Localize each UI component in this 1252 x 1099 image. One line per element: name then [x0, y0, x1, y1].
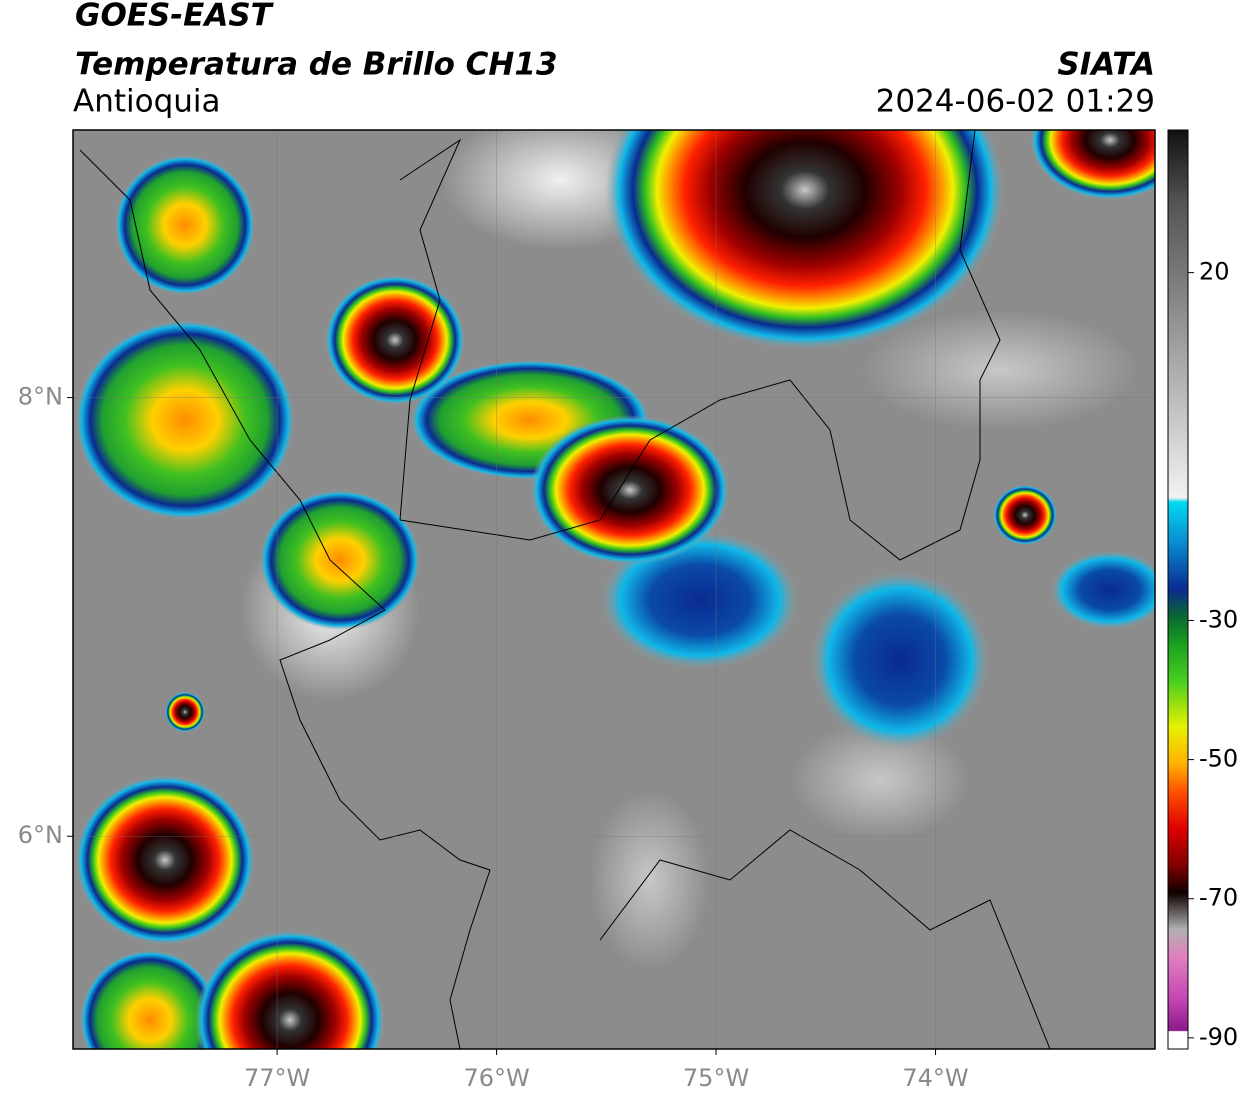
colorbar-tick-label: -30: [1199, 605, 1238, 633]
y-tick-label: 6°N: [18, 821, 63, 849]
colorbar-tick-label: -70: [1199, 884, 1238, 912]
colorbar: [1167, 129, 1189, 1050]
colorbar-tick-label: 20: [1199, 258, 1230, 286]
colorbar-ticks: 20 -30 -50 -70 -90: [1188, 258, 1238, 1051]
subtitle: Temperatura de Brillo CH13: [75, 47, 558, 83]
x-tick-label: 77°W: [244, 1064, 310, 1092]
region: Antioquia: [73, 84, 221, 120]
y-tick-label: 8°N: [18, 383, 63, 411]
source: SIATA: [1057, 47, 1155, 83]
grid: [73, 130, 1155, 1049]
title: GOES-EAST: [75, 0, 275, 34]
satellite-image: [73, 130, 1155, 1049]
colorbar-tick-label: -90: [1199, 1023, 1238, 1051]
x-tick-label: 74°W: [902, 1064, 968, 1092]
x-tick-label: 76°W: [463, 1064, 529, 1092]
x-tick-label: 75°W: [683, 1064, 749, 1092]
colorbar-tick-label: -50: [1199, 745, 1238, 773]
timestamp: 2024-06-02 01:29: [876, 84, 1155, 120]
plot-frame: [72, 129, 1156, 1050]
